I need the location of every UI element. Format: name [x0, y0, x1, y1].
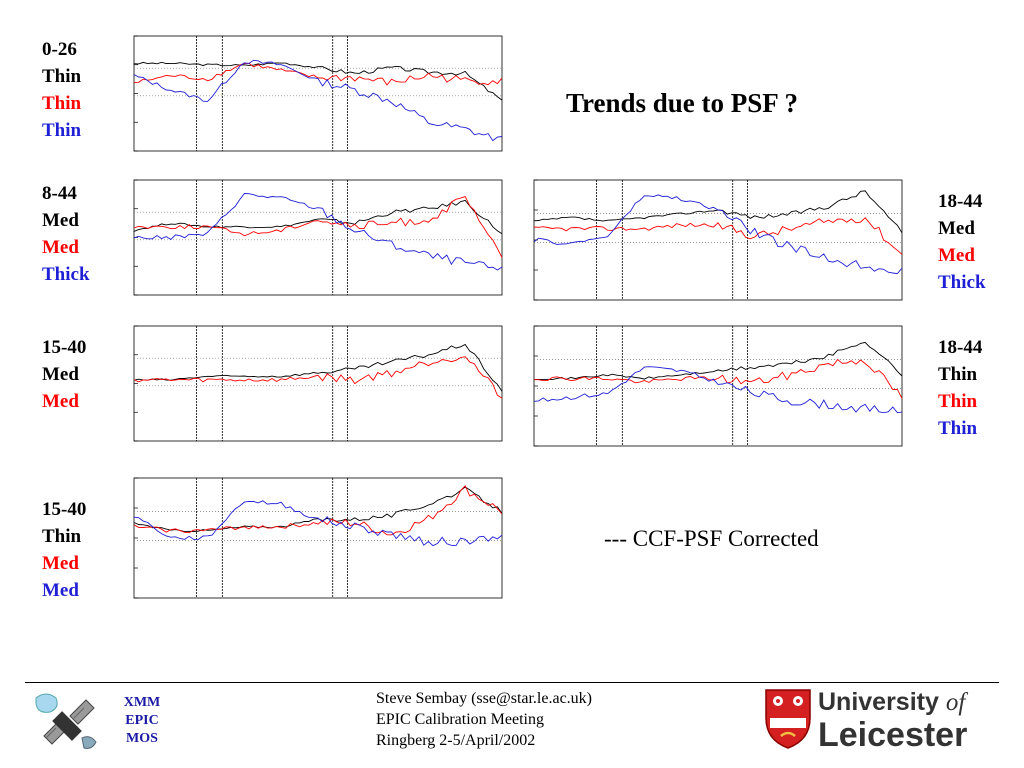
series-line-black — [533, 190, 903, 234]
panel-1-line-2: Thin — [42, 66, 82, 87]
panel-label-3: 18-44 Med Med Thick — [938, 188, 986, 296]
series-line-red — [133, 485, 503, 536]
series-line-red — [534, 358, 903, 399]
satellite-logo — [26, 688, 110, 763]
panel-4-line-2: Med — [42, 364, 79, 385]
plot-panel-1 — [112, 30, 522, 165]
panel-3-line-4: Thick — [938, 272, 986, 293]
plot-frame — [533, 179, 903, 301]
plot-frame — [133, 179, 503, 296]
xmm-line: XMM — [123, 695, 161, 710]
panel-5-line-2: Thin — [938, 364, 978, 385]
panel-3-line-1: 18-44 — [938, 191, 983, 212]
footer-info: Steve Sembay (sse@star.le.ac.uk) EPIC Ca… — [376, 688, 592, 751]
plot-frame — [133, 35, 503, 152]
panel-4-line-1: 15-40 — [42, 337, 87, 358]
panel-2-line-1: 8-44 — [42, 183, 77, 204]
panel-3-line-2: Med — [938, 218, 975, 239]
series-line-black — [534, 341, 903, 381]
plot-panel-3 — [512, 174, 922, 314]
satellite-icon — [35, 693, 97, 749]
series-line-blue — [133, 500, 503, 547]
panel-6-line-3: Med — [42, 553, 79, 574]
panel-1-line-3: Thin — [42, 93, 82, 114]
panel-2-line-3: Med — [42, 237, 79, 258]
chart-4 — [133, 325, 503, 442]
series-line-red — [133, 62, 503, 86]
chart-2 — [133, 179, 503, 296]
university-name: University of Leicester — [818, 688, 967, 753]
panel-6-line-4: Med — [42, 580, 79, 601]
panel-label-2: 8-44 Med Med Thick — [42, 180, 90, 288]
series-line-black — [133, 199, 503, 235]
panel-5-line-4: Thin — [938, 418, 978, 439]
panel-5-line-1: 18-44 — [938, 337, 983, 358]
panel-5-line-3: Thin — [938, 391, 978, 412]
panel-4-line-3: Med — [42, 391, 79, 412]
epic-line: EPIC — [125, 713, 159, 728]
series-line-red — [133, 356, 503, 399]
plot-panel-2 — [112, 174, 522, 309]
chart-3 — [533, 179, 903, 301]
series-line-red — [533, 217, 903, 255]
panel-6-line-1: 15-40 — [42, 499, 87, 520]
panel-label-6: 15-40 Thin Med Med — [42, 496, 86, 604]
panel-3-line-3: Med — [938, 245, 975, 266]
crest-icon — [765, 689, 811, 749]
university-of: of — [945, 689, 966, 716]
xmm-epic-mos-label: XMM EPIC MOS — [112, 694, 172, 748]
series-line-blue — [133, 193, 503, 271]
chart-6 — [133, 477, 503, 599]
panel-label-1: 0-26 Thin Thin Thin — [42, 36, 81, 144]
footer-divider — [25, 682, 999, 683]
plot-panel-4 — [112, 320, 522, 455]
series-line-red — [133, 196, 503, 258]
leicester-word: Leicester — [818, 716, 968, 754]
chart-1 — [133, 35, 503, 152]
plot-frame — [533, 325, 903, 447]
meeting-line: EPIC Calibration Meeting — [376, 711, 544, 728]
panel-1-line-1: 0-26 — [42, 39, 77, 60]
panel-1-line-4: Thin — [42, 120, 82, 141]
plot-panel-5 — [512, 320, 922, 460]
mos-line: MOS — [126, 731, 158, 746]
chart-5 — [533, 325, 903, 447]
panel-2-line-4: Thick — [42, 264, 90, 285]
plot-frame — [133, 325, 503, 442]
series-line-blue — [533, 366, 903, 414]
series-line-blue — [533, 194, 903, 275]
panel-6-line-2: Thin — [42, 526, 82, 547]
plot-panel-6 — [112, 472, 522, 612]
corrected-note: --- CCF-PSF Corrected — [604, 526, 819, 551]
panel-2-line-2: Med — [42, 210, 79, 231]
series-line-black — [133, 61, 503, 101]
series-line-black — [133, 343, 503, 392]
location-line: Ringberg 2-5/April/2002 — [376, 732, 536, 749]
author-line: Steve Sembay (sse@star.le.ac.uk) — [376, 690, 593, 707]
leicester-crest — [764, 688, 812, 755]
panel-label-5: 18-44 Thin Thin Thin — [938, 334, 982, 442]
series-line-black — [133, 486, 503, 533]
panel-label-4: 15-40 Med Med — [42, 334, 86, 415]
university-word: University — [818, 688, 939, 716]
series-line-blue — [133, 59, 503, 142]
slide-title: Trends due to PSF ? — [566, 88, 799, 118]
